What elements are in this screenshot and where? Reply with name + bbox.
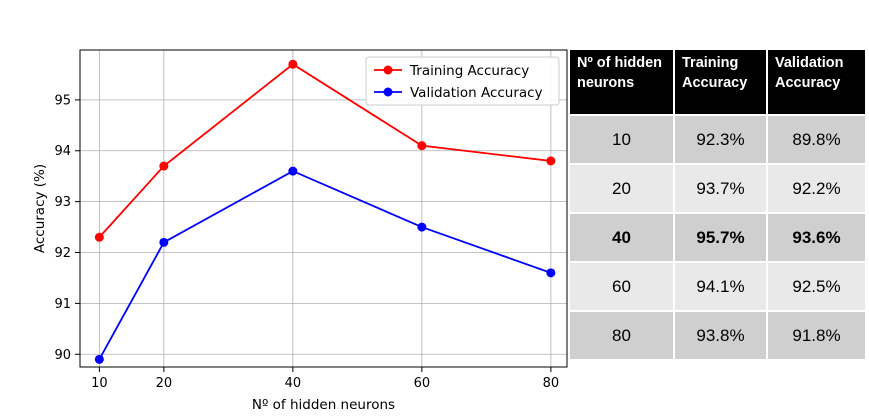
x-tick-label: 20 <box>156 376 173 391</box>
training-accuracy-point <box>417 141 427 151</box>
cell-training: 92.3% <box>675 114 768 163</box>
ticks: 10 20 40 60 80 90 91 92 93 94 95 <box>54 93 559 391</box>
cell-validation: 92.2% <box>768 163 865 212</box>
cell-neurons: 40 <box>570 212 675 261</box>
cell-neurons: 80 <box>570 310 675 359</box>
table-row: 10 92.3% 89.8% <box>570 114 865 163</box>
training-accuracy-point <box>159 161 169 171</box>
plot-frame <box>79 49 568 368</box>
training-accuracy-legend-marker <box>383 65 393 75</box>
validation-accuracy-legend-marker <box>383 87 393 97</box>
cell-validation: 92.5% <box>768 261 865 310</box>
header-training-accuracy: Training Accuracy <box>675 50 768 114</box>
validation-accuracy-point <box>288 166 298 176</box>
validation-accuracy-point <box>94 354 104 364</box>
x-tick-label: 60 <box>414 376 431 391</box>
training-accuracy-point <box>546 156 556 166</box>
cell-neurons: 20 <box>570 163 675 212</box>
x-axis-title: Nº of hidden neurons <box>252 397 395 413</box>
y-tick-label: 94 <box>54 144 71 159</box>
table-row-best: 40 95.7% 93.6% <box>570 212 865 261</box>
validation-accuracy-point <box>546 268 556 278</box>
legend-box <box>365 56 560 106</box>
cell-neurons: 10 <box>570 114 675 163</box>
validation-accuracy-point <box>159 237 169 247</box>
cell-training: 94.1% <box>675 261 768 310</box>
cell-training: 93.7% <box>675 163 768 212</box>
cell-validation: 89.8% <box>768 114 865 163</box>
cell-training: 95.7% <box>675 212 768 261</box>
validation-accuracy-legend-label: Validation Accuracy <box>410 85 543 101</box>
validation-accuracy-point <box>417 222 427 232</box>
training-accuracy-point <box>288 59 298 69</box>
results-table: Nº of hidden neurons Training Accuracy V… <box>570 50 865 359</box>
table-row: 60 94.1% 92.5% <box>570 261 865 310</box>
training-accuracy-point <box>94 232 104 242</box>
grid <box>80 50 567 367</box>
series-layer <box>94 59 556 364</box>
y-tick-label: 93 <box>54 195 71 210</box>
x-tick-label: 10 <box>91 376 108 391</box>
cell-validation: 91.8% <box>768 310 865 359</box>
accuracy-line-chart: 10 20 40 60 80 90 91 92 93 94 95 Nº of hidden neur… <box>32 49 568 413</box>
x-tick-label: 80 <box>543 376 560 391</box>
x-tick-label: 40 <box>285 376 302 391</box>
y-tick-label: 90 <box>54 348 71 363</box>
y-tick-label: 92 <box>54 246 71 261</box>
y-tick-label: 91 <box>54 297 71 312</box>
cell-neurons: 60 <box>570 261 675 310</box>
training-accuracy-legend-label: Training Accuracy <box>409 63 529 79</box>
table-row: 20 93.7% 92.2% <box>570 163 865 212</box>
validation-accuracy-line <box>98 170 552 360</box>
table-header-row: Nº of hidden neurons Training Accuracy V… <box>570 50 865 114</box>
cell-training: 93.8% <box>675 310 768 359</box>
header-neurons: Nº of hidden neurons <box>570 50 675 114</box>
y-axis-title: Accuracy (%) <box>32 164 48 253</box>
table-row: 80 93.8% 91.8% <box>570 310 865 359</box>
header-validation-accuracy: Validation Accuracy <box>768 50 865 114</box>
legend: Training Accuracy Validation Accuracy <box>365 56 560 106</box>
y-tick-label: 95 <box>54 93 71 108</box>
cell-validation: 93.6% <box>768 212 865 261</box>
